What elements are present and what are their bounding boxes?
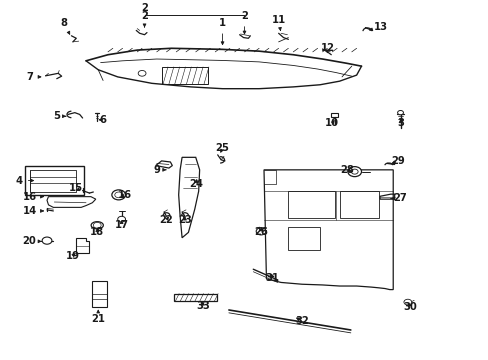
Text: 21: 21 (91, 310, 105, 324)
Text: 17: 17 (114, 220, 128, 230)
Text: 28: 28 (339, 165, 353, 175)
Text: 23: 23 (178, 215, 191, 225)
Text: 10: 10 (325, 118, 339, 129)
Circle shape (403, 299, 411, 305)
Circle shape (347, 167, 361, 177)
Circle shape (256, 228, 265, 235)
Circle shape (115, 192, 122, 198)
Text: 5: 5 (53, 111, 66, 121)
Text: 8: 8 (61, 18, 70, 34)
Text: 33: 33 (196, 301, 209, 311)
Text: 11: 11 (271, 15, 285, 31)
Circle shape (397, 111, 403, 115)
Circle shape (138, 71, 146, 76)
Text: 16: 16 (118, 190, 132, 200)
Text: 32: 32 (295, 316, 308, 326)
Text: 31: 31 (265, 273, 279, 283)
Text: 29: 29 (390, 156, 404, 166)
Text: 12: 12 (320, 43, 334, 53)
Text: 3: 3 (396, 118, 403, 129)
Bar (288, 227, 320, 250)
Bar (330, 113, 337, 117)
Text: 14: 14 (23, 206, 43, 216)
Bar (161, 67, 207, 84)
Text: 16: 16 (23, 192, 43, 202)
Text: 24: 24 (189, 179, 203, 189)
Bar (92, 281, 107, 307)
Text: 2: 2 (141, 3, 148, 13)
Text: 30: 30 (403, 302, 416, 312)
Bar (288, 191, 334, 218)
Text: 1: 1 (219, 18, 225, 45)
Text: 15: 15 (69, 183, 83, 193)
Text: 4: 4 (16, 176, 34, 185)
Circle shape (42, 237, 52, 244)
Text: 6: 6 (99, 115, 106, 125)
Bar (25, 166, 83, 195)
Text: 19: 19 (66, 251, 80, 261)
Text: 9: 9 (153, 165, 165, 175)
Bar (339, 191, 378, 218)
Text: 13: 13 (369, 22, 387, 32)
Circle shape (93, 222, 101, 228)
Text: 26: 26 (254, 228, 268, 237)
Circle shape (118, 216, 125, 222)
Text: 22: 22 (159, 215, 173, 225)
Text: 25: 25 (215, 143, 229, 153)
Text: 7: 7 (26, 72, 41, 82)
Text: 18: 18 (90, 228, 104, 237)
Text: 2: 2 (141, 11, 148, 27)
Text: 20: 20 (22, 236, 41, 246)
Bar (30, 170, 76, 192)
Text: 27: 27 (390, 193, 407, 203)
Circle shape (350, 169, 357, 174)
Bar (173, 293, 216, 301)
Text: 2: 2 (241, 11, 247, 34)
Circle shape (112, 190, 125, 200)
